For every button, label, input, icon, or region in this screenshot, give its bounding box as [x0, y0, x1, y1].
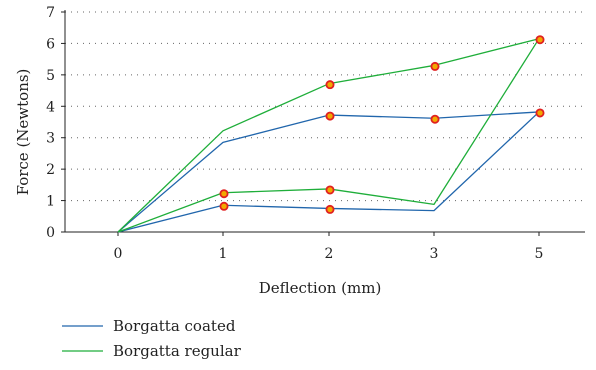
x-tick-label: 3 [430, 246, 439, 262]
data-point [325, 111, 335, 121]
data-point [325, 80, 335, 90]
y-tick-label: 6 [46, 36, 55, 52]
data-point [325, 204, 335, 214]
data-point [219, 189, 229, 199]
axes [64, 10, 585, 233]
y-tick-label: 2 [46, 162, 55, 178]
legend: Borgatta coated Borgatta regular [62, 317, 242, 360]
data-point [325, 185, 335, 195]
tick-labels: 0 1 2 3 4 5 6 7 0 1 2 3 5 [46, 5, 543, 262]
y-tick-label: 0 [46, 225, 55, 241]
y-tick-label: 3 [46, 131, 55, 147]
x-tick-label: 2 [325, 246, 334, 262]
marker-layer [219, 35, 545, 214]
series-layer [117, 38, 540, 233]
x-axis-label: Deflection (mm) [259, 279, 382, 297]
y-tick-label: 7 [46, 5, 55, 21]
data-point [219, 201, 229, 211]
y-axis-label: Force (Newtons) [14, 69, 32, 196]
legend-label-2: Borgatta regular [113, 342, 242, 360]
y-tick-label: 1 [46, 194, 55, 210]
data-point [535, 35, 545, 45]
y-tick-label: 5 [46, 68, 55, 84]
data-point [535, 108, 545, 118]
x-tick-label: 5 [535, 246, 544, 262]
series-line-2 [117, 38, 540, 233]
x-tick-label: 1 [219, 246, 228, 262]
legend-label-1: Borgatta coated [113, 317, 236, 335]
x-tick-label: 0 [114, 246, 123, 262]
data-point [430, 114, 440, 124]
y-tick-label: 4 [46, 99, 55, 115]
data-point [430, 61, 440, 71]
grid-lines [65, 11, 585, 202]
